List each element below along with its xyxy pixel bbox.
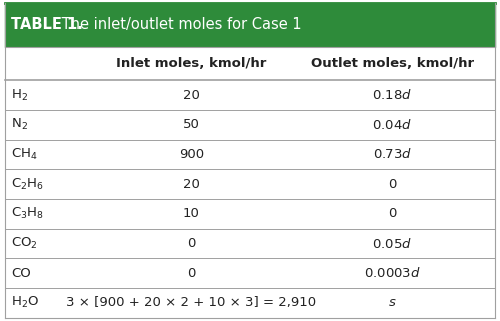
Text: 0.18$d$: 0.18$d$ [372, 88, 412, 102]
Text: CO$_2$: CO$_2$ [11, 236, 38, 251]
FancyBboxPatch shape [5, 199, 495, 229]
FancyBboxPatch shape [5, 229, 495, 258]
Text: C$_3$H$_8$: C$_3$H$_8$ [11, 206, 44, 221]
FancyBboxPatch shape [5, 169, 495, 199]
FancyBboxPatch shape [5, 80, 495, 110]
Text: Outlet moles, kmol/hr: Outlet moles, kmol/hr [310, 57, 474, 70]
Text: 0: 0 [388, 207, 396, 220]
Text: CH$_4$: CH$_4$ [11, 147, 38, 162]
Text: 0: 0 [187, 237, 196, 250]
FancyBboxPatch shape [5, 47, 495, 80]
FancyBboxPatch shape [5, 3, 495, 47]
Text: 0.05$d$: 0.05$d$ [372, 237, 412, 251]
FancyBboxPatch shape [5, 110, 495, 140]
Text: 0: 0 [187, 267, 196, 280]
Text: 0: 0 [388, 178, 396, 191]
Text: $s$: $s$ [388, 297, 396, 309]
FancyBboxPatch shape [5, 258, 495, 288]
Text: 3 × [900 + 20 × 2 + 10 × 3] = 2,910: 3 × [900 + 20 × 2 + 10 × 3] = 2,910 [66, 297, 316, 309]
FancyBboxPatch shape [5, 140, 495, 169]
Text: The inlet/outlet moles for Case 1: The inlet/outlet moles for Case 1 [58, 17, 302, 32]
Text: TABLE 1.: TABLE 1. [11, 17, 83, 32]
Text: H$_2$: H$_2$ [11, 88, 28, 103]
Text: 20: 20 [183, 178, 200, 191]
Text: 0.0003$d$: 0.0003$d$ [364, 266, 420, 280]
Text: 900: 900 [178, 148, 204, 161]
Text: H$_2$O: H$_2$O [11, 295, 39, 310]
Text: 0.04$d$: 0.04$d$ [372, 118, 412, 132]
Text: 20: 20 [183, 89, 200, 101]
FancyBboxPatch shape [5, 288, 495, 318]
Text: N$_2$: N$_2$ [11, 117, 28, 132]
Text: 10: 10 [183, 207, 200, 220]
Text: 0.73$d$: 0.73$d$ [372, 147, 412, 161]
Text: CO: CO [11, 267, 31, 280]
Text: 50: 50 [183, 118, 200, 131]
Text: Inlet moles, kmol/hr: Inlet moles, kmol/hr [116, 57, 266, 70]
Text: C$_2$H$_6$: C$_2$H$_6$ [11, 177, 44, 192]
